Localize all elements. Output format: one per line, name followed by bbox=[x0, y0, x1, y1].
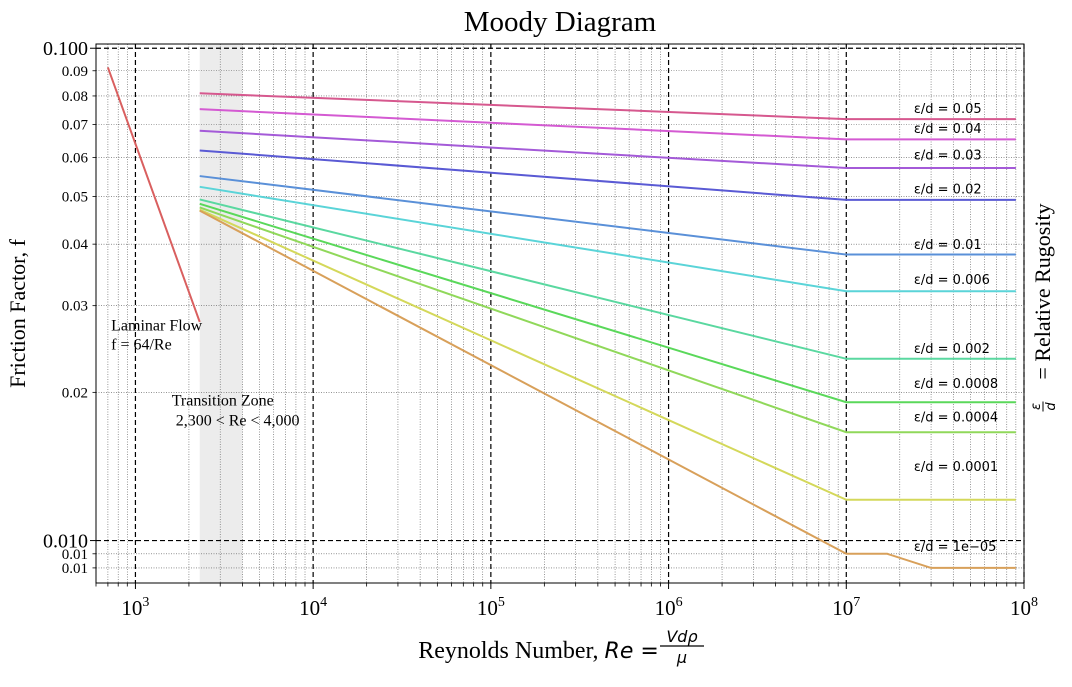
transition-zone-label: Transition Zone 2,300 < Re < 4,000 bbox=[172, 393, 300, 430]
laminar-label: Laminar Flow f = 64/Re bbox=[111, 318, 203, 354]
series-line bbox=[199, 185, 1016, 293]
series-line bbox=[199, 149, 1016, 201]
x-tick-label: 107 bbox=[832, 595, 860, 620]
x-axis-label: Reynolds Number, Re = bbox=[418, 638, 702, 664]
transition-zone-band bbox=[199, 44, 243, 583]
series-label: ε/d = 0.02 bbox=[914, 182, 982, 197]
y-minor-tick-label: 0.02 bbox=[62, 385, 88, 401]
y-minor-tick-label: 0.03 bbox=[62, 299, 88, 315]
series-label: ε/d = 0.002 bbox=[914, 342, 990, 357]
series-label: ε/d = 1e−05 bbox=[914, 540, 997, 555]
chart-title: Moody Diagram bbox=[464, 6, 657, 38]
right-label-numerator: ε bbox=[1029, 403, 1044, 410]
series-line bbox=[199, 202, 1016, 404]
series-line bbox=[199, 92, 1016, 121]
y-minor-tick-label: 0.08 bbox=[62, 89, 88, 105]
series-line bbox=[199, 175, 1016, 256]
series-label: ε/d = 0.006 bbox=[914, 273, 990, 288]
y-major-tick-label: 0.100 bbox=[43, 38, 88, 60]
y-minor-tick-label: 0.07 bbox=[62, 117, 89, 133]
series-line bbox=[199, 129, 1016, 170]
y-axis-label: Friction Factor, f bbox=[5, 238, 30, 387]
series-line bbox=[199, 206, 1016, 434]
series-label: ε/d = 0.04 bbox=[914, 122, 982, 137]
y-minor-tick-label: 0.06 bbox=[62, 150, 89, 166]
y-minor-tick-label: 0.04 bbox=[62, 237, 89, 253]
x-label-denominator: μ bbox=[676, 648, 687, 667]
series-line bbox=[199, 209, 1016, 569]
x-label-numerator: Vdρ bbox=[666, 627, 697, 646]
series-line bbox=[199, 198, 1016, 360]
plot-frame bbox=[95, 43, 1025, 584]
series-label: ε/d = 0.01 bbox=[914, 238, 982, 253]
series-line bbox=[199, 108, 1016, 141]
series-line bbox=[199, 208, 1016, 501]
series-label: ε/d = 0.0001 bbox=[914, 460, 998, 475]
right-axis-label: = Relative Rugosity ε d bbox=[1029, 203, 1059, 412]
series-label: ε/d = 0.0004 bbox=[914, 410, 998, 425]
y-major-tick-label: 0.010 bbox=[43, 531, 88, 553]
x-tick-label: 105 bbox=[477, 595, 505, 620]
right-label-text: = Relative Rugosity bbox=[1030, 203, 1055, 379]
x-tick-label: 104 bbox=[299, 595, 327, 620]
y-minor-tick-label: 0.09 bbox=[62, 64, 88, 80]
series-label: ε/d = 0.05 bbox=[914, 102, 982, 117]
x-tick-label: 103 bbox=[121, 595, 149, 620]
series-label: ε/d = 0.03 bbox=[914, 149, 982, 164]
right-label-denominator: d bbox=[1044, 402, 1059, 411]
y-minor-tick-label: 0.01 bbox=[62, 561, 88, 577]
x-tick-label: 108 bbox=[1010, 595, 1038, 620]
y-minor-tick-label: 0.01 bbox=[62, 547, 88, 563]
y-minor-tick-label: 0.05 bbox=[62, 189, 88, 205]
x-tick-label: 106 bbox=[655, 595, 683, 620]
laminar-line bbox=[106, 67, 201, 323]
series-label: ε/d = 0.0008 bbox=[914, 377, 998, 392]
